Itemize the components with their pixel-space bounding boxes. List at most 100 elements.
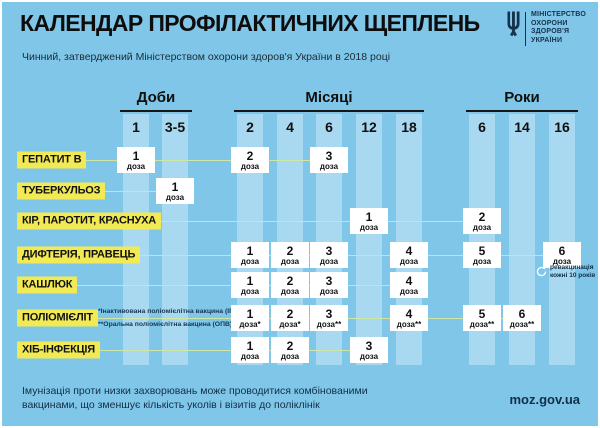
column-stripe [162, 114, 188, 365]
group-underline-months [234, 110, 424, 112]
page-subtitle: Чинний, затверджений Міністерством охоро… [22, 51, 391, 63]
footer-note-line1: Імунізація проти низки захворювань може … [22, 385, 368, 397]
dose-word: доза [359, 351, 379, 361]
row-timeline [57, 255, 562, 256]
dose-word: доза [240, 351, 260, 361]
dose-number: 1 [246, 243, 254, 258]
column-header: 18 [401, 119, 417, 135]
dose-word: доза* [279, 319, 301, 329]
dose-box: 3 доза [310, 272, 348, 298]
dose-box: 2 доза* [271, 305, 309, 331]
dose-number: 2 [246, 148, 254, 163]
dose-box: 3 доза** [310, 305, 348, 331]
ministry-line: ЗДОРОВ'Я [531, 28, 570, 35]
dose-box: 2 доза [271, 272, 309, 298]
dose-box: 2 доза [463, 208, 501, 234]
revaccination-line: кожні 10 років [550, 272, 596, 279]
dose-box: 1 доза [231, 242, 269, 268]
dose-number: 3 [325, 273, 333, 288]
dose-number: 6 [558, 243, 566, 258]
column-header: 14 [514, 119, 530, 135]
dose-word: доза [126, 161, 146, 171]
polio-footnotes: *Інактивована поліомієлітна вакцина (ІПВ… [98, 305, 242, 331]
dose-number: 3 [325, 306, 333, 321]
dose-number: 5 [478, 243, 486, 258]
group-header-days: Доби [136, 89, 176, 106]
dose-word: доза [399, 286, 419, 296]
dose-word: доза** [396, 319, 422, 329]
revaccination-note: ревакцинація кожні 10 років [536, 264, 595, 282]
dose-number: 5 [478, 306, 486, 321]
vaccine-row-label-hib: ХІБ-ІНФЕКЦІЯ [17, 341, 100, 359]
tryzub-trident-icon [507, 11, 520, 46]
dose-number: 1 [365, 209, 373, 224]
dose-box: 1 доза [117, 147, 155, 173]
polio-footnote-ipv: *Інактивована поліомієлітна вакцина (ІПВ… [98, 308, 242, 315]
dose-number: 1 [171, 179, 179, 194]
column-header: 6 [325, 119, 333, 135]
dose-box: 6 доза [543, 242, 581, 268]
dose-number: 2 [286, 306, 294, 321]
ministry-name: МІНІСТЕРСТВО ОХОРОНИ ЗДОРОВ'Я УКРАЇНИ [531, 11, 586, 45]
group-header-months: Місяці [305, 89, 353, 106]
vaccine-row-label-diphtheria-tetanus: ДИФТЕРІЯ, ПРАВЕЦЬ [17, 246, 141, 264]
dose-number: 1 [246, 306, 254, 321]
dose-number: 3 [325, 148, 333, 163]
dose-number: 3 [365, 338, 373, 353]
dose-number: 2 [286, 273, 294, 288]
revaccination-line: ревакцинація [550, 264, 594, 271]
ministry-line: ОХОРОНИ [531, 19, 568, 27]
dose-number: 6 [518, 306, 526, 321]
ministry-logo: МІНІСТЕРСТВО ОХОРОНИ ЗДОРОВ'Я УКРАЇНИ [507, 11, 586, 46]
dose-word: доза [240, 161, 260, 171]
dose-word: доза [472, 256, 492, 266]
column-header: 2 [246, 119, 254, 135]
row-timeline [57, 221, 482, 222]
logo-divider [525, 12, 527, 46]
dose-box: 1 доза* [231, 305, 269, 331]
column-stripe [356, 114, 382, 365]
refresh-cycle-icon [536, 264, 547, 282]
ministry-line: УКРАЇНИ [531, 36, 563, 44]
site-url: moz.gov.ua [509, 392, 580, 407]
group-underline-days [120, 110, 192, 112]
dose-word: доза [240, 286, 260, 296]
footer-note: Імунізація проти низки захворювань може … [22, 384, 368, 412]
polio-footnote-opv: **Оральна поліомієлітна вакцина (ОПВ) [98, 321, 233, 328]
dose-number: 2 [478, 209, 486, 224]
dose-word: доза [319, 286, 339, 296]
column-header: 16 [554, 119, 570, 135]
dose-box: 3 доза [350, 337, 388, 363]
column-header: 3-5 [164, 119, 186, 135]
dose-box: 2 доза [231, 147, 269, 173]
dose-word: доза** [509, 319, 535, 329]
row-timeline [57, 160, 329, 161]
group-underline-years [466, 110, 578, 112]
dose-word: доза** [316, 319, 342, 329]
dose-word: доза [165, 192, 185, 202]
dose-box: 3 доза [310, 147, 348, 173]
dose-word: доза** [469, 319, 495, 329]
dose-number: 2 [286, 338, 294, 353]
vaccine-row-label-tuberculosis: ТУБЕРКУЛЬОЗ [17, 182, 106, 200]
dose-word: доза [319, 161, 339, 171]
row-timeline [57, 350, 369, 351]
dose-word: доза [280, 256, 300, 266]
dose-word: доза [240, 256, 260, 266]
column-header: 6 [478, 119, 486, 135]
dose-word: доза [472, 222, 492, 232]
dose-word: доза [399, 256, 419, 266]
dose-box: 1 доза [156, 178, 194, 204]
dose-number: 1 [246, 338, 254, 353]
revaccination-note-text: ревакцинація кожні 10 років [550, 264, 595, 280]
dose-number: 3 [325, 243, 333, 258]
dose-box: 5 доза [463, 242, 501, 268]
dose-word: доза [319, 256, 339, 266]
ministry-line: МІНІСТЕРСТВО [531, 11, 586, 18]
dose-number: 4 [405, 273, 413, 288]
dose-box: 1 доза [231, 272, 269, 298]
column-header: 1 [132, 119, 140, 135]
dose-word: доза [552, 256, 572, 266]
